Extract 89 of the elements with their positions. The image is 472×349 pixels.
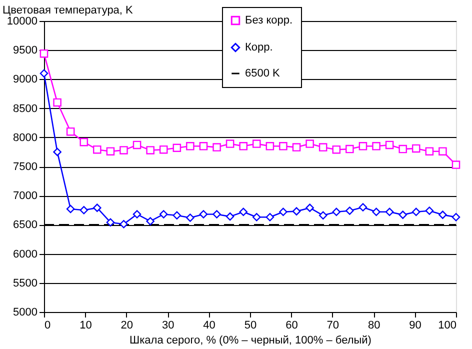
point	[106, 218, 115, 227]
point	[438, 210, 447, 219]
x-tick-label: 10	[80, 320, 92, 332]
point	[132, 140, 142, 150]
point	[279, 142, 288, 150]
point	[452, 160, 460, 169]
point	[292, 207, 301, 216]
point	[66, 127, 75, 136]
point	[412, 144, 420, 153]
point	[199, 142, 208, 150]
point	[358, 203, 368, 212]
point	[239, 208, 248, 216]
point	[372, 142, 380, 150]
point	[438, 147, 447, 156]
point	[279, 208, 288, 216]
x-tick-label: 20	[120, 320, 134, 332]
y-axis-title: Цветовая температура, K	[2, 4, 134, 16]
point	[80, 206, 88, 214]
point	[425, 206, 434, 215]
point	[292, 143, 301, 152]
point	[332, 145, 341, 154]
point	[252, 213, 261, 222]
point	[212, 143, 221, 152]
x-tick-label: 0	[44, 320, 51, 332]
legend-label: Без корр.	[245, 14, 293, 26]
point	[53, 98, 62, 107]
point	[306, 140, 314, 148]
point	[186, 214, 194, 222]
point	[159, 145, 168, 154]
point	[318, 143, 328, 152]
point	[306, 204, 314, 212]
point	[120, 220, 128, 228]
point	[106, 147, 115, 156]
x-tick-label: 100	[438, 320, 456, 332]
point	[146, 146, 154, 154]
x-tick-label: 30	[162, 320, 174, 332]
point	[172, 211, 182, 220]
point	[398, 144, 407, 154]
point	[398, 210, 407, 219]
point	[172, 144, 182, 152]
y-tick-label: 5500	[13, 277, 38, 290]
point	[226, 212, 234, 221]
y-tick-label: 7000	[13, 190, 38, 202]
point	[452, 213, 460, 222]
point	[239, 142, 248, 150]
point	[346, 206, 354, 215]
point	[385, 140, 394, 150]
point	[212, 210, 221, 218]
point	[358, 142, 368, 150]
point	[266, 213, 274, 222]
point	[80, 138, 88, 146]
point	[66, 204, 75, 214]
point	[226, 140, 234, 148]
point	[132, 210, 142, 218]
point	[372, 208, 380, 216]
legend-label: Корр.	[245, 42, 273, 54]
x-tick-label: 50	[244, 320, 257, 332]
point	[425, 147, 434, 156]
y-tick-label: 5000	[13, 306, 38, 318]
y-tick-label: 7500	[13, 161, 38, 173]
x-axis-title: Шкала серого, % (0% – черный, 100% – белый)	[130, 334, 372, 346]
y-tick-label: 8500	[13, 102, 38, 115]
point	[346, 144, 354, 154]
point	[266, 142, 274, 150]
point	[146, 217, 154, 226]
x-tick-label: 70	[326, 320, 340, 332]
point	[93, 204, 102, 212]
x-tick-label: 90	[409, 320, 422, 332]
point	[159, 210, 168, 218]
point	[199, 210, 208, 218]
y-tick-label: 10000	[6, 16, 38, 28]
y-tick-label: 8000	[13, 132, 38, 144]
point	[318, 211, 328, 220]
y-tick-label: 9500	[13, 44, 38, 57]
point	[252, 140, 261, 148]
x-tick-label: 60	[286, 320, 298, 332]
point	[385, 208, 394, 216]
legend-label: 6500 K	[245, 68, 281, 80]
point	[53, 148, 62, 156]
point	[186, 142, 194, 150]
point	[332, 208, 341, 216]
point	[412, 208, 420, 216]
y-tick-label: 6000	[13, 248, 38, 260]
x-tick-label: 40	[203, 320, 216, 332]
y-tick-label: 6500	[13, 219, 38, 232]
point	[93, 145, 102, 154]
point	[120, 146, 128, 154]
x-tick-label: 80	[368, 320, 380, 332]
y-tick-label: 9000	[13, 74, 38, 86]
